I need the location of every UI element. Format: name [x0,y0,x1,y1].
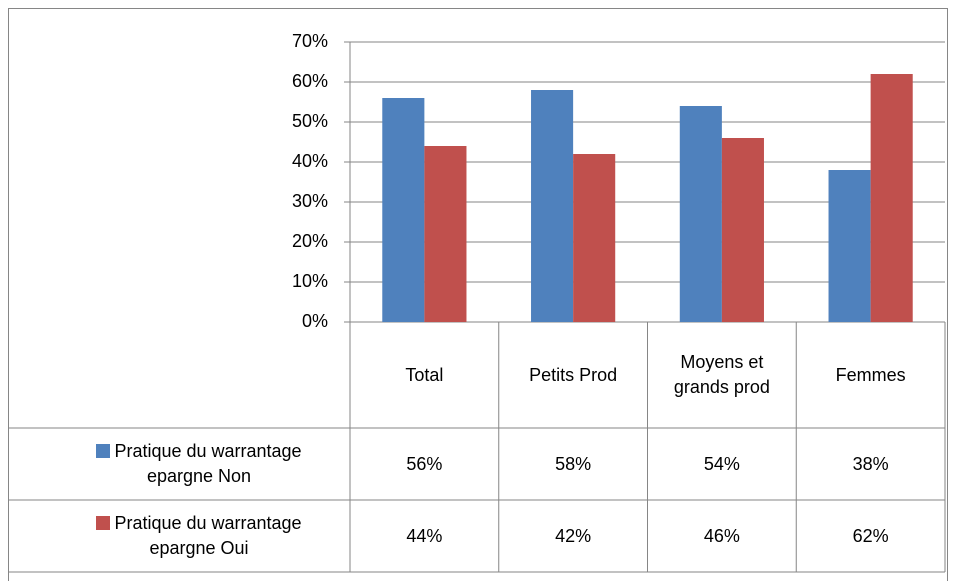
category-cell: Petits Prod [499,322,648,428]
value-cell-text: 58% [555,452,591,477]
value-cell: 62% [796,500,945,572]
value-cell-label: 56% [406,453,443,474]
value-cell-label: 54% [703,453,740,474]
legend-cell-text: Pratique du warrantage epargne Oui [74,511,324,561]
category-cell-label: Total [405,364,444,385]
bar [573,154,616,322]
value-cell-text: 46% [704,524,740,549]
y-tick-label: 60% [292,71,328,91]
legend-cell: Pratique du warrantage epargne Non [68,428,330,500]
y-tick-label: 70% [292,31,328,51]
value-cell-label: 58% [555,453,592,474]
category-cell-label: Moyens et grands prod [673,352,770,397]
category-cell-label: Femmes [835,364,906,385]
value-cell-label: 38% [852,453,889,474]
bar [531,90,574,322]
value-cell-label: 44% [406,525,443,546]
legend-key [96,444,111,458]
y-tick-label: 20% [292,231,328,251]
bar [721,138,764,322]
value-cell: 54% [648,428,797,500]
category-cell-text: Total [405,363,443,388]
category-cell-text: Moyens et grands prod [654,350,791,400]
value-cell: 42% [499,500,648,572]
category-cell: Total [350,322,499,428]
legend-key [96,516,111,530]
value-cell-text: 44% [406,524,442,549]
y-tick-label: 30% [292,191,328,211]
y-tick-label: 0% [302,311,328,331]
category-cell-label: Petits Prod [529,364,618,385]
bar [679,106,722,322]
category-cell: Moyens et grands prod [648,322,797,428]
chart-border [8,8,948,581]
y-tick-label: 50% [292,111,328,131]
value-cell-label: 46% [703,525,740,546]
y-tick-label: 40% [292,151,328,171]
category-cell-text: Femmes [836,363,906,388]
value-cell-text: 62% [853,524,889,549]
bar [424,146,467,322]
value-cell-text: 42% [555,524,591,549]
y-tick-label: 10% [292,271,328,291]
legend-cell-label: Pratique du warrantage epargne Non [114,441,302,486]
value-cell: 56% [350,428,499,500]
value-cell-text: 54% [704,452,740,477]
value-cell: 58% [499,428,648,500]
category-cell-text: Petits Prod [529,363,617,388]
value-cell-label: 62% [852,525,889,546]
bar [828,170,871,322]
bar [870,74,913,322]
bar [382,98,425,322]
category-cell: Femmes [796,322,945,428]
value-cell: 38% [796,428,945,500]
value-cell-text: 56% [406,452,442,477]
legend-cell-label: Pratique du warrantage epargne Oui [114,513,302,558]
value-cell: 44% [350,500,499,572]
value-cell-label: 42% [555,525,592,546]
value-cell-text: 38% [853,452,889,477]
legend-cell-text: Pratique du warrantage epargne Non [74,439,324,489]
value-cell: 46% [648,500,797,572]
legend-cell: Pratique du warrantage epargne Oui [68,500,330,572]
